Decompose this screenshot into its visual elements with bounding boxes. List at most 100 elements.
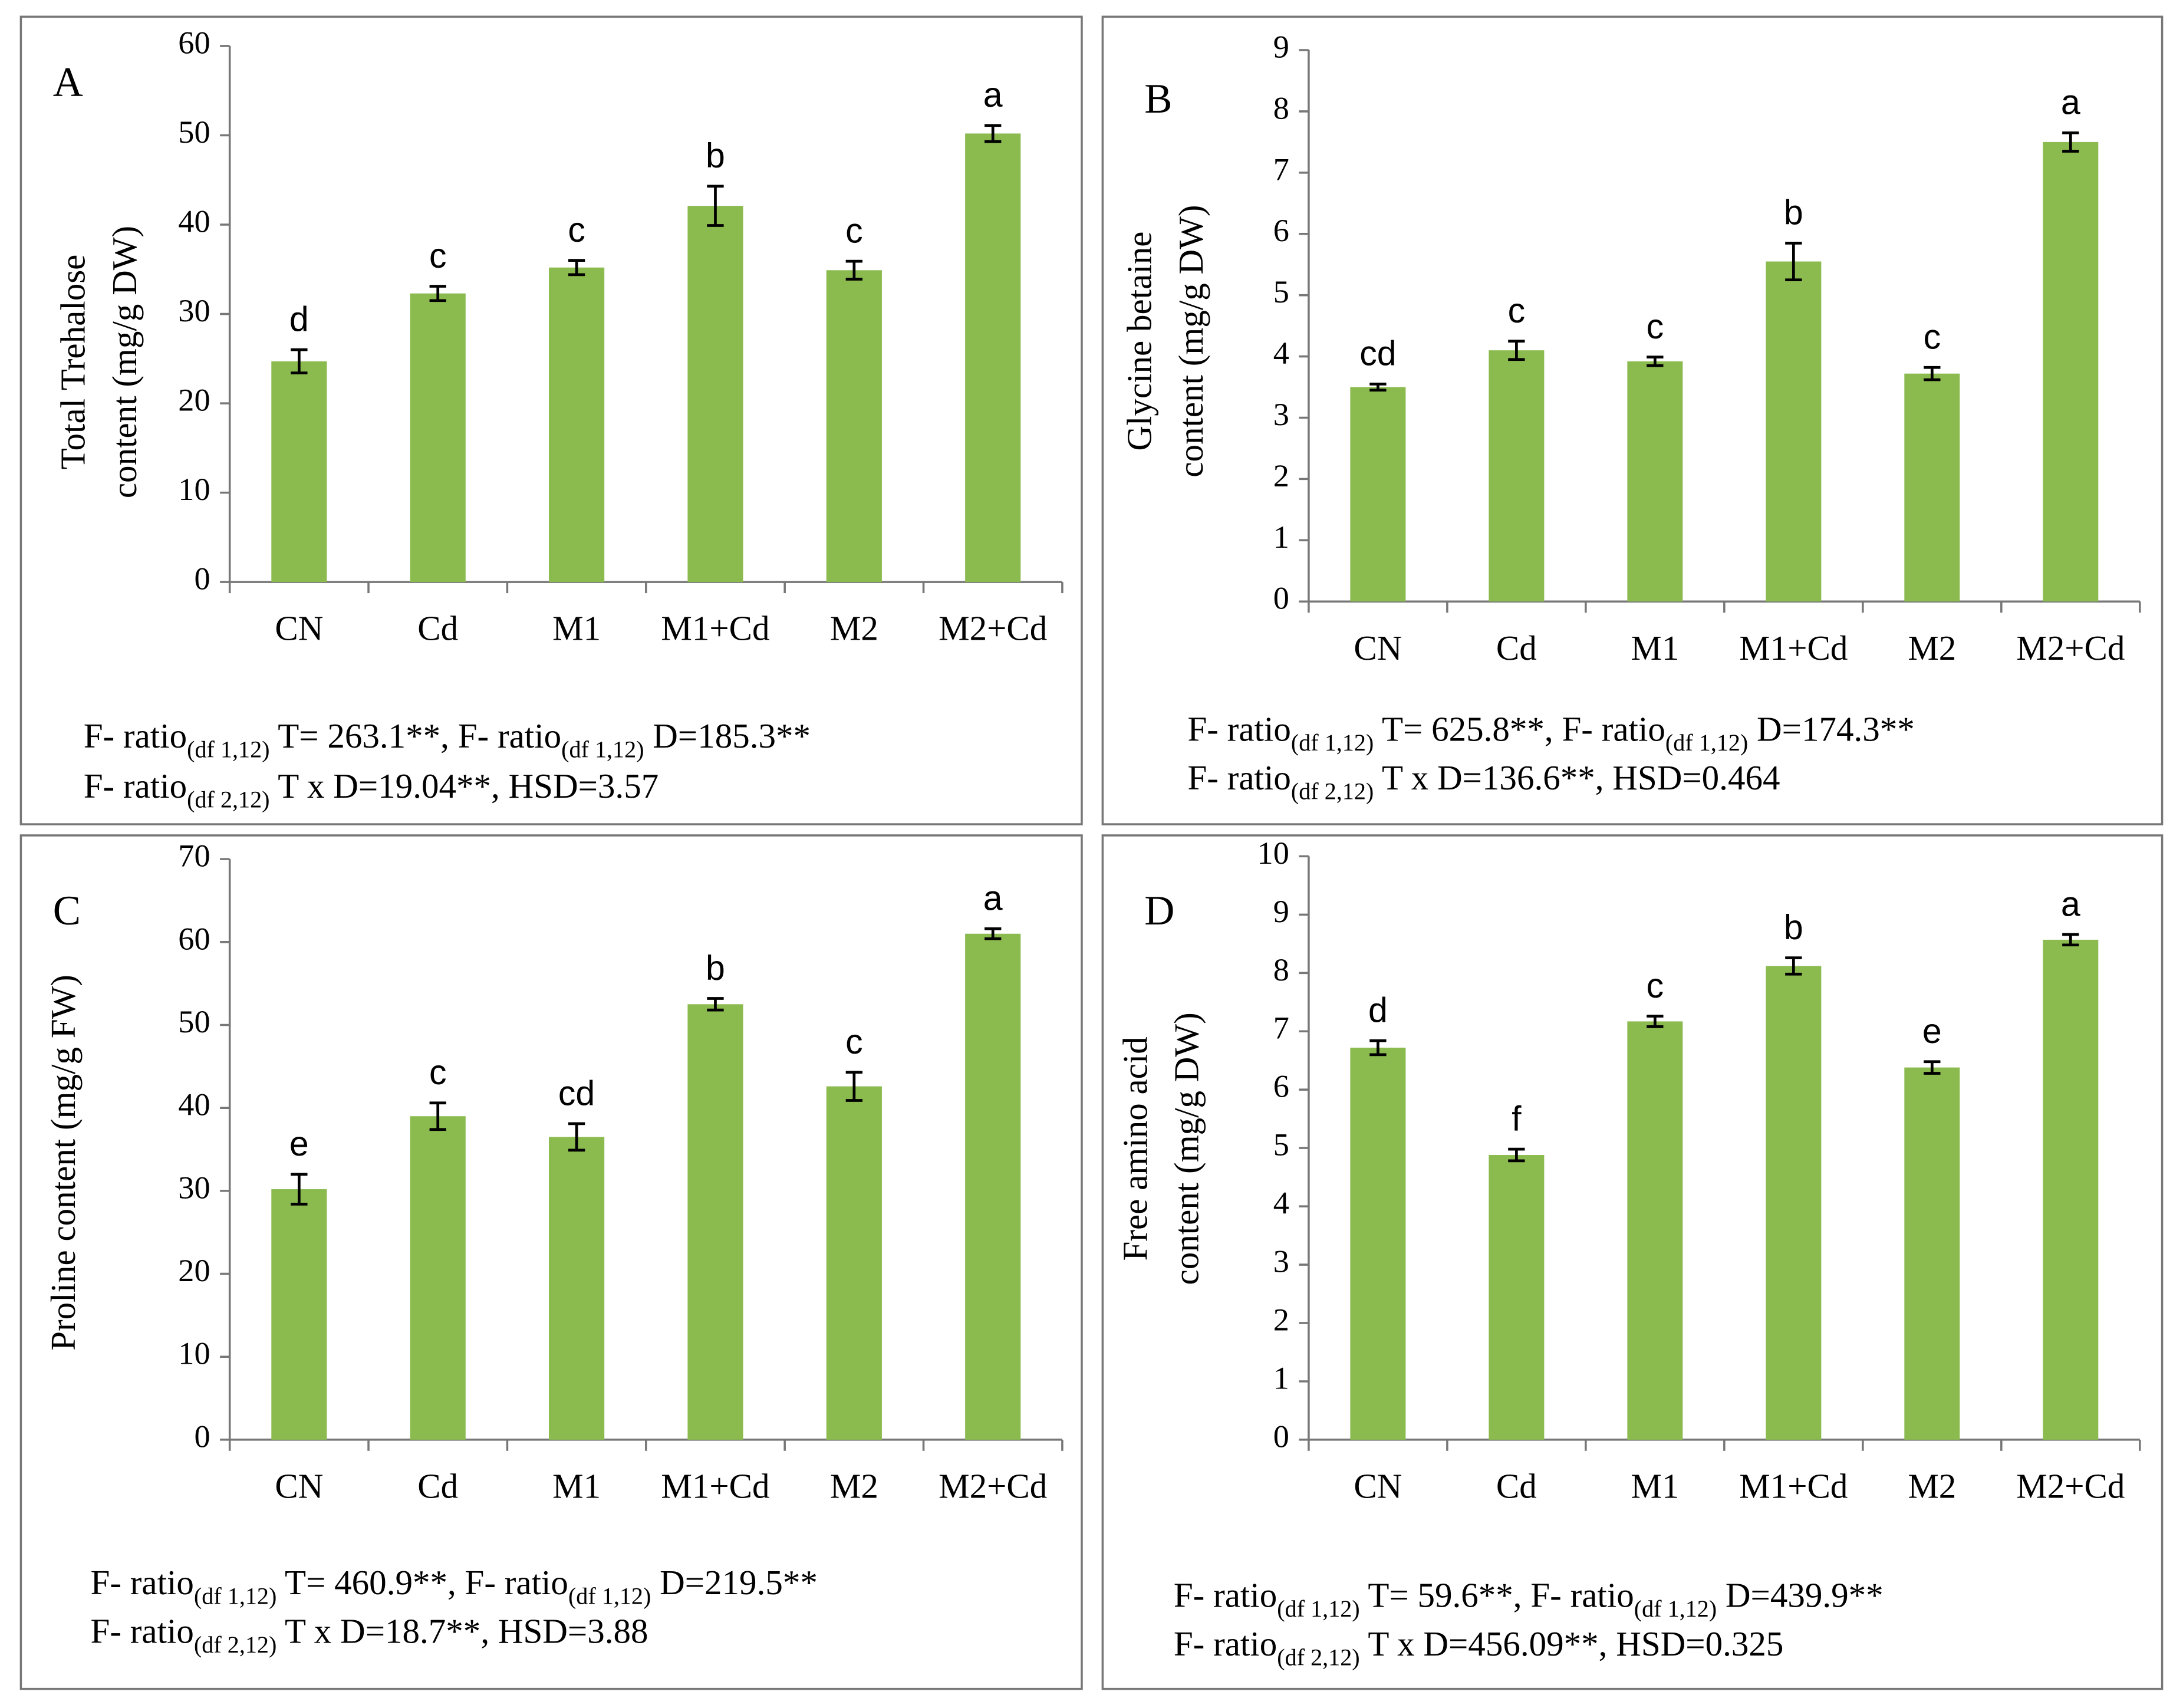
subscript: (df 1,12) [1665, 729, 1748, 756]
y-tick-label: 60 [178, 921, 210, 956]
y-tick-label: 60 [178, 25, 210, 60]
x-tick-label: M2 [830, 1466, 878, 1505]
y-tick-label: 6 [1273, 1069, 1289, 1104]
error-bar [429, 1101, 446, 1131]
x-tick-label: M1+Cd [1739, 628, 1848, 667]
x-tick-label: M2 [830, 609, 878, 648]
y-tick-label: 10 [178, 472, 210, 507]
y-tick-label: 8 [1273, 90, 1289, 126]
error-bar [1785, 241, 1802, 282]
x-tick-label: M1 [552, 609, 601, 648]
y-axis-label: content (mg/g DW) [1171, 205, 1210, 477]
y-tick-label: 7 [1273, 1011, 1289, 1046]
significance-letter: e [289, 1124, 309, 1163]
y-axis-label: content (mg/g DW) [105, 226, 144, 498]
panel-frame [1101, 834, 2164, 1690]
significance-letter: a [2061, 884, 2080, 923]
bar [965, 133, 1021, 583]
error-bar [1508, 340, 1525, 361]
note-text: T= 59.6**, F- ratio [1360, 1575, 1634, 1614]
x-tick-label: M2+Cd [939, 1466, 1047, 1505]
significance-letter: d [1368, 990, 1388, 1029]
bar [271, 361, 327, 583]
y-tick-label: 50 [178, 114, 210, 150]
y-tick-label: 7 [1273, 152, 1289, 187]
significance-letter: b [706, 949, 725, 988]
bar [826, 270, 882, 583]
x-tick-label: CN [1354, 1466, 1402, 1505]
bar [1766, 966, 1822, 1440]
error-bar [568, 1122, 585, 1152]
y-axis-label: Proline content (mg/g FW) [44, 975, 83, 1351]
x-tick-label: M1+Cd [661, 609, 769, 648]
y-tick-label: 5 [1273, 1127, 1289, 1163]
y-tick-label: 6 [1273, 213, 1289, 248]
statistics-note: F- ratio(df 2,12) T x D=136.6**, HSD=0.4… [1187, 758, 1780, 805]
y-tick-label: 4 [1273, 1186, 1289, 1221]
x-tick-label: Cd [1496, 628, 1537, 667]
significance-letter: a [983, 75, 1003, 114]
bar [2043, 939, 2099, 1440]
error-bar [1647, 1015, 1664, 1028]
bar [410, 293, 466, 583]
y-tick-label: 10 [178, 1336, 210, 1371]
bar [1766, 261, 1822, 602]
bar [1489, 350, 1545, 602]
y-tick-label: 20 [178, 1253, 210, 1288]
subscript: (df 2,12) [187, 786, 269, 813]
subscript: (df 1,12) [1277, 1595, 1359, 1622]
y-axis-label: Total Trehalose [53, 255, 92, 470]
y-tick-label: 0 [194, 561, 210, 597]
significance-letter: cd [1359, 334, 1396, 373]
y-tick-label: 50 [178, 1004, 210, 1039]
error-bar [291, 1173, 308, 1206]
x-tick-label: Cd [417, 1466, 458, 1505]
x-tick-label: M2 [1908, 1466, 1956, 1505]
note-text: F- ratio [1187, 709, 1290, 748]
y-tick-label: 9 [1273, 29, 1289, 64]
significance-letter: d [289, 300, 309, 339]
error-bar [1924, 1060, 1941, 1075]
bar [1627, 1021, 1683, 1440]
note-text: T= 625.8**, F- ratio [1374, 709, 1665, 748]
bar [826, 1086, 882, 1440]
error-bar [707, 185, 724, 227]
error-bar [1924, 366, 1941, 381]
statistics-note: F- ratio(df 2,12) T x D=18.7**, HSD=3.88 [91, 1612, 648, 1658]
significance-letter: c [1647, 966, 1664, 1005]
x-tick-label: Cd [417, 609, 458, 648]
y-tick-label: 3 [1273, 1244, 1289, 1279]
y-tick-label: 9 [1273, 894, 1289, 929]
note-text: F- ratio [91, 1612, 194, 1651]
significance-letter: c [845, 1022, 863, 1061]
subscript: (df 1,12) [1291, 729, 1374, 756]
y-tick-label: 40 [178, 1087, 210, 1123]
note-text: T x D=18.7**, HSD=3.88 [276, 1612, 648, 1651]
subscript: (df 2,12) [194, 1631, 276, 1658]
subscript: (df 1,12) [194, 1583, 276, 1610]
statistics-note: F- ratio(df 1,12) T= 59.6**, F- ratio(df… [1174, 1575, 1884, 1622]
y-tick-label: 30 [178, 1170, 210, 1205]
bar [1350, 1047, 1406, 1440]
bar [1904, 1067, 1960, 1440]
y-tick-label: 1 [1273, 1360, 1289, 1396]
error-bar [1369, 1039, 1387, 1057]
y-tick-label: 2 [1273, 1302, 1289, 1337]
subscript: (df 1,12) [561, 736, 644, 763]
significance-letter: b [1784, 908, 1803, 947]
error-bar [1508, 1147, 1525, 1163]
subscript: (df 2,12) [1291, 778, 1374, 805]
bar [687, 206, 743, 583]
note-text: T x D=19.04**, HSD=3.57 [270, 766, 659, 805]
error-bar [1785, 956, 1802, 976]
error-bar [568, 259, 585, 277]
x-tick-label: M1 [552, 1466, 601, 1505]
statistics-note: F- ratio(df 1,12) T= 460.9**, F- ratio(d… [91, 1563, 818, 1610]
bar [549, 267, 605, 583]
y-tick-label: 5 [1273, 274, 1289, 310]
error-bar [985, 927, 1002, 940]
note-text: F- ratio [84, 716, 187, 755]
x-tick-label: M2+Cd [2016, 628, 2125, 667]
bar [271, 1189, 327, 1440]
